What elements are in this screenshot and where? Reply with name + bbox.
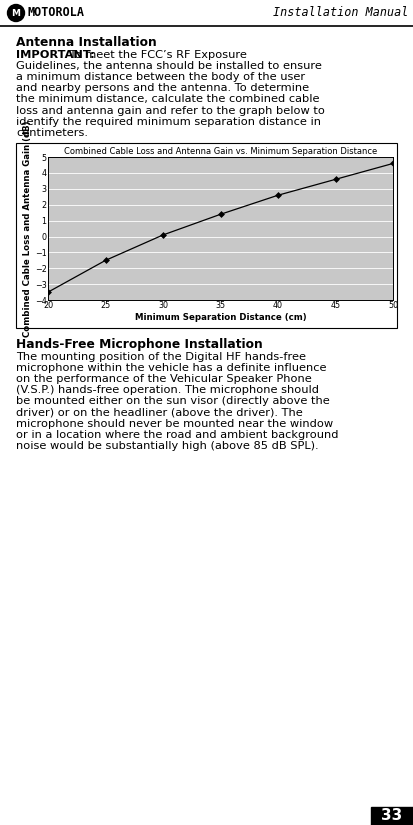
- Text: microphone within the vehicle has a definite influence: microphone within the vehicle has a defi…: [16, 363, 327, 373]
- Y-axis label: Combined Cable Loss and Antenna Gain (dB): Combined Cable Loss and Antenna Gain (dB…: [23, 120, 32, 337]
- Text: 33: 33: [381, 808, 403, 823]
- Text: centimeters.: centimeters.: [16, 128, 88, 138]
- Text: MOTOROLA: MOTOROLA: [28, 7, 85, 20]
- Text: identify the required minimum separation distance in: identify the required minimum separation…: [16, 116, 321, 127]
- Text: loss and antenna gain and refer to the graph below to: loss and antenna gain and refer to the g…: [16, 106, 325, 116]
- Text: driver) or on the headliner (above the driver). The: driver) or on the headliner (above the d…: [16, 408, 303, 417]
- Text: The mounting position of the Digital HF hands-free: The mounting position of the Digital HF …: [16, 351, 306, 361]
- Bar: [371, 807, 413, 825]
- X-axis label: Minimum Separation Distance (cm): Minimum Separation Distance (cm): [135, 314, 306, 323]
- Text: Hands-Free Microphone Installation: Hands-Free Microphone Installation: [16, 338, 263, 351]
- Text: a minimum distance between the body of the user: a minimum distance between the body of t…: [16, 72, 305, 82]
- Circle shape: [7, 4, 24, 21]
- Text: To meet the FCC’s RF Exposure: To meet the FCC’s RF Exposure: [66, 50, 247, 59]
- Text: M: M: [12, 8, 21, 17]
- Text: be mounted either on the sun visor (directly above the: be mounted either on the sun visor (dire…: [16, 396, 330, 407]
- Text: Installation Manual: Installation Manual: [273, 7, 408, 20]
- Bar: [0, 0, 413, 26]
- Text: on the performance of the Vehicular Speaker Phone: on the performance of the Vehicular Spea…: [16, 374, 312, 384]
- Text: or in a location where the road and ambient background: or in a location where the road and ambi…: [16, 430, 339, 440]
- Text: IMPORTANT:: IMPORTANT:: [16, 50, 95, 59]
- Title: Combined Cable Loss and Antenna Gain vs. Minimum Separation Distance: Combined Cable Loss and Antenna Gain vs.…: [64, 148, 377, 156]
- Text: Antenna Installation: Antenna Installation: [16, 36, 157, 49]
- Text: and nearby persons and the antenna. To determine: and nearby persons and the antenna. To d…: [16, 83, 309, 93]
- Text: the minimum distance, calculate the combined cable: the minimum distance, calculate the comb…: [16, 94, 320, 104]
- Text: (V.S.P.) hands-free operation. The microphone should: (V.S.P.) hands-free operation. The micro…: [16, 385, 319, 395]
- Text: Guidelines, the antenna should be installed to ensure: Guidelines, the antenna should be instal…: [16, 61, 322, 71]
- Text: microphone should never be mounted near the window: microphone should never be mounted near …: [16, 419, 333, 429]
- Text: noise would be substantially high (above 85 dB SPL).: noise would be substantially high (above…: [16, 441, 318, 451]
